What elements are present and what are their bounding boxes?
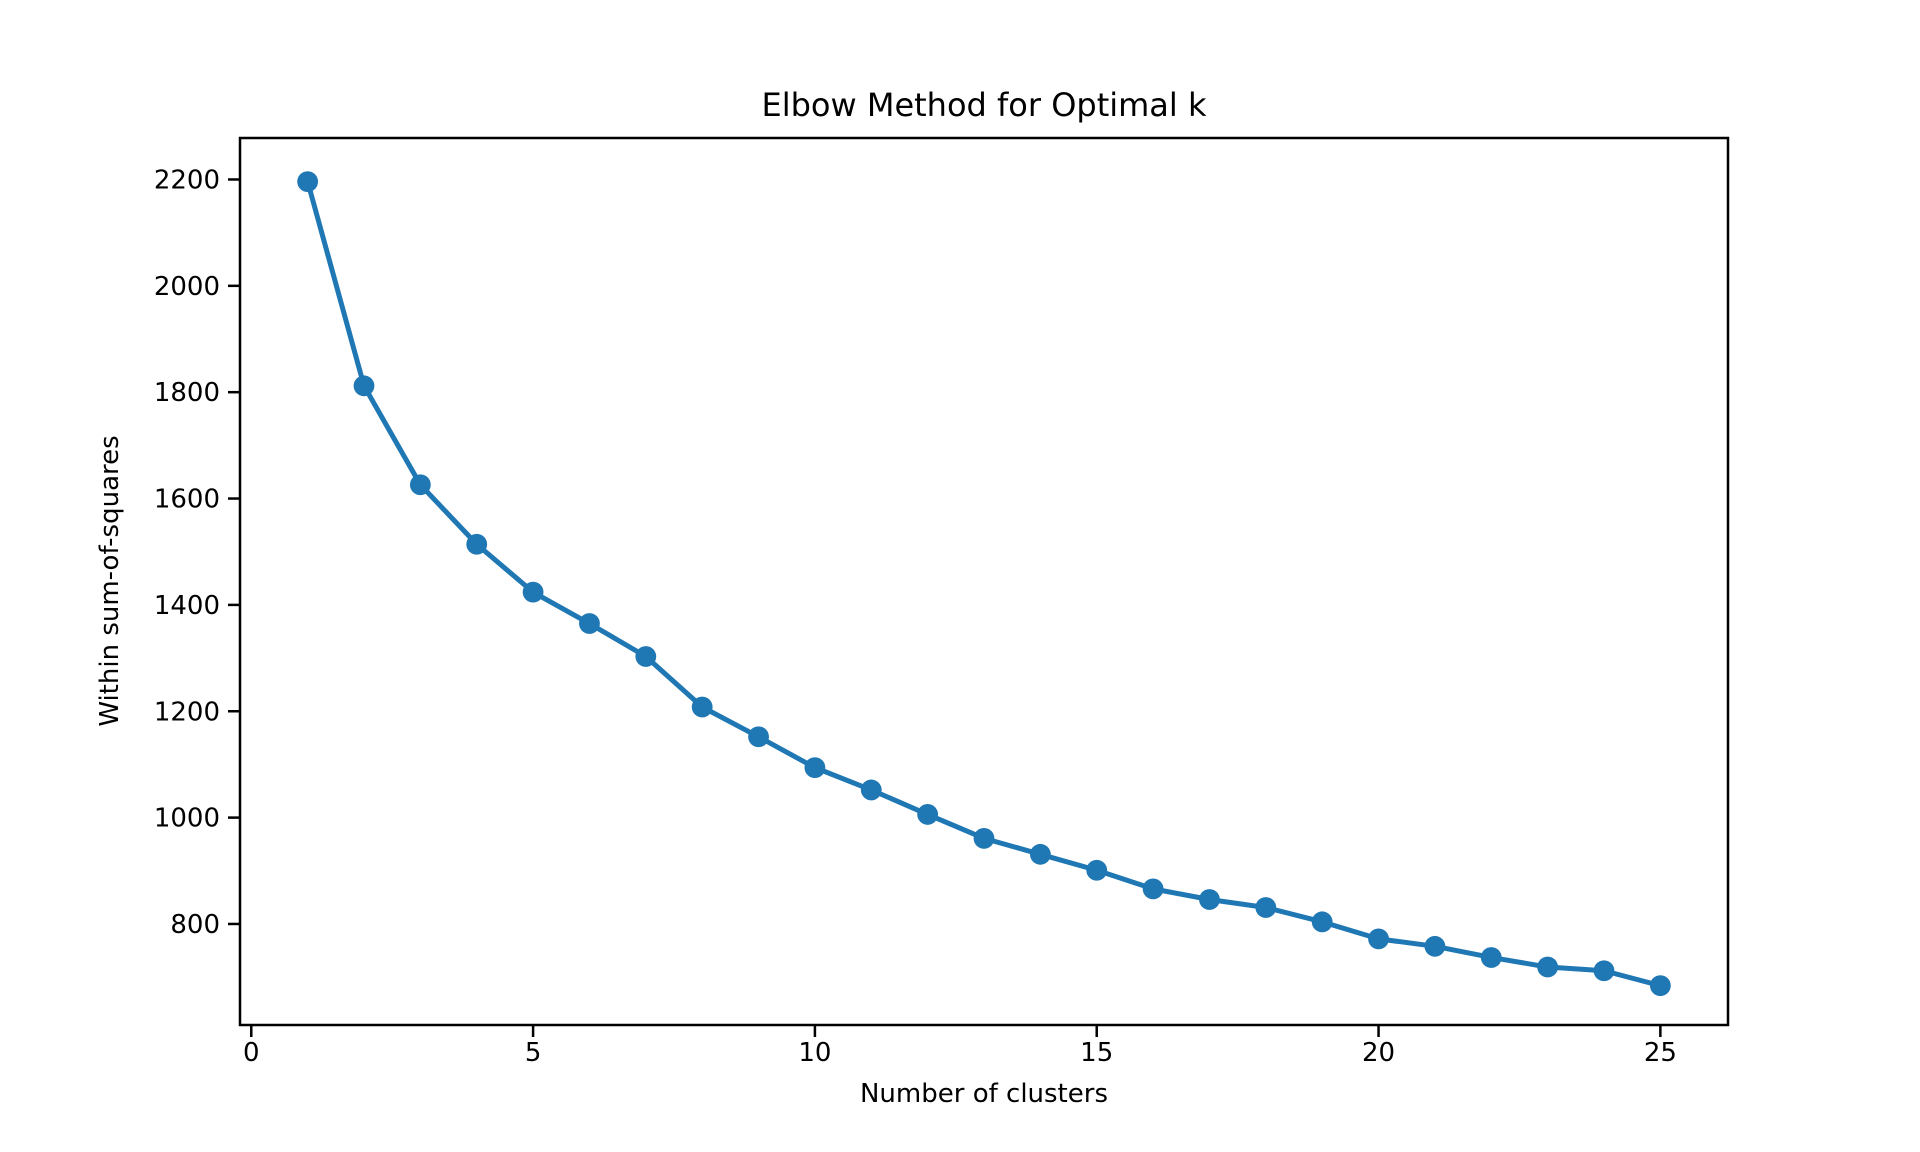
data-point-marker xyxy=(1086,859,1108,881)
data-point-marker xyxy=(1480,947,1502,968)
x-axis-label: Number of clusters xyxy=(859,1079,1108,1109)
data-point-marker xyxy=(1537,956,1559,978)
data-point-marker xyxy=(522,581,544,603)
y-tick-label: 2200 xyxy=(154,165,220,195)
x-tick-label: 5 xyxy=(525,1038,542,1068)
y-tick-label: 1200 xyxy=(154,697,220,727)
data-point-marker xyxy=(1424,935,1446,957)
data-point-marker xyxy=(1029,843,1051,865)
axes-spines xyxy=(238,136,1730,1027)
data-point-marker xyxy=(1593,960,1615,982)
x-tick-label: 10 xyxy=(798,1038,831,1068)
data-point-marker xyxy=(691,696,713,718)
x-tick-label: 0 xyxy=(243,1038,260,1068)
y-tick-label: 800 xyxy=(170,910,220,940)
y-tick-label: 1800 xyxy=(154,378,220,408)
data-point-marker xyxy=(409,474,431,496)
data-point-marker xyxy=(297,171,319,193)
y-axis-label: Within sum-of-squares xyxy=(95,435,125,727)
data-point-marker xyxy=(1199,889,1220,910)
wss-line-series xyxy=(305,179,1663,989)
x-tick-label: 25 xyxy=(1644,1038,1677,1068)
data-point-marker xyxy=(1368,928,1389,950)
data-point-marker xyxy=(353,375,375,397)
data-point-marker xyxy=(579,613,600,634)
data-point-marker xyxy=(1255,897,1277,918)
y-tick-label: 1000 xyxy=(154,804,220,834)
data-point-marker xyxy=(860,779,882,801)
data-point-marker xyxy=(466,533,488,555)
data-point-marker xyxy=(748,726,769,748)
x-tick-label: 20 xyxy=(1362,1038,1395,1068)
y-tick-label: 1600 xyxy=(154,485,220,515)
data-point-marker xyxy=(1311,911,1333,933)
data-point-marker xyxy=(917,804,939,825)
chart-title: Elbow Method for Optimal k xyxy=(761,86,1207,124)
data-point-marker xyxy=(635,646,657,667)
y-tick-label: 1400 xyxy=(154,591,220,621)
y-tick-label: 2000 xyxy=(154,272,220,302)
x-tick-label: 15 xyxy=(1080,1038,1113,1068)
data-point-marker xyxy=(1142,878,1164,900)
data-point-marker xyxy=(1649,975,1671,997)
data-point-marker xyxy=(973,827,995,849)
data-point-marker xyxy=(804,757,826,779)
